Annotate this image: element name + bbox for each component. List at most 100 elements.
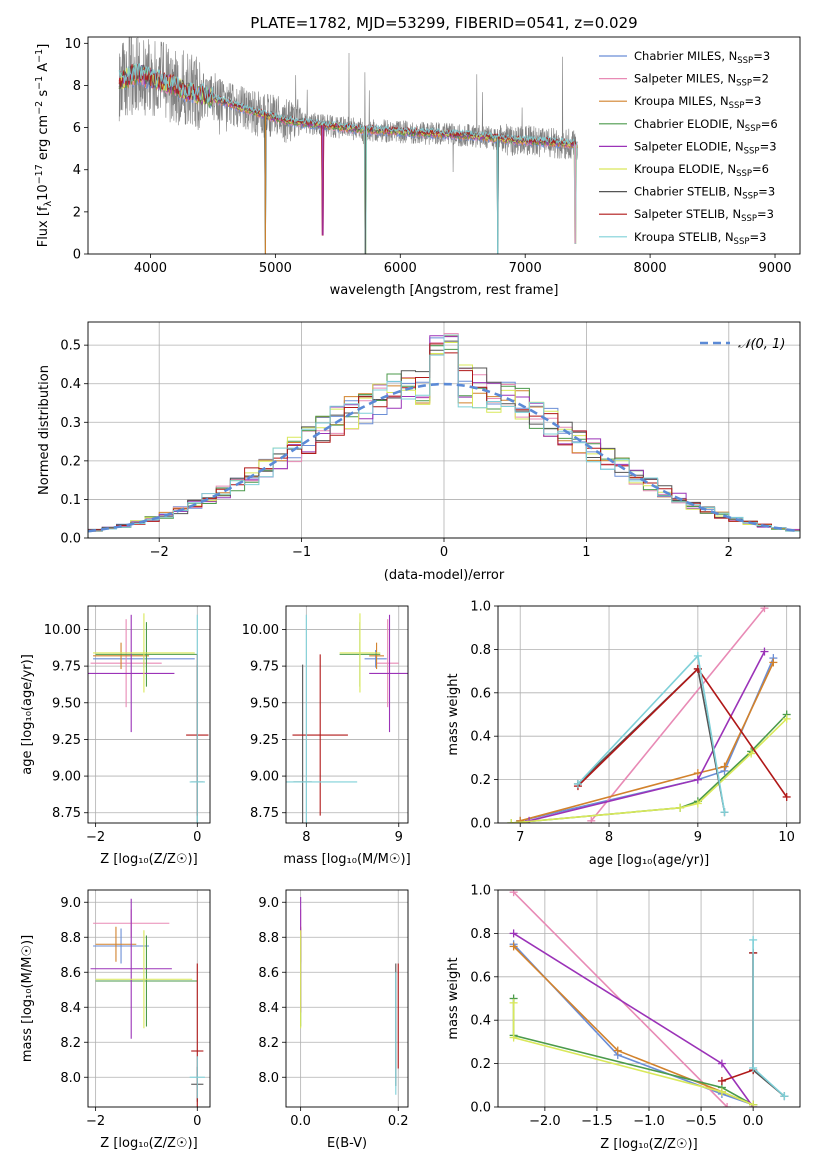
series-salpeter-stelib [573, 664, 791, 801]
tick-label-x: 0 [193, 830, 201, 845]
series-line [752, 952, 785, 1097]
point-marker [782, 792, 791, 801]
tick-label-x: 0 [440, 545, 448, 560]
tick-label-x: −2 [150, 545, 169, 560]
tick-label-y: 0.1 [60, 493, 81, 508]
y-axis-label-part: 10 [36, 184, 51, 201]
legend-sub: SSP [745, 124, 761, 134]
legend-entry: Chabrier ELODIE, NSSP=6 [599, 117, 778, 134]
errorbar-salpeter-miles [90, 619, 162, 708]
y-axis-label-part: s [36, 90, 51, 101]
x-axis-label: wavelength [Angstrom, rest frame] [330, 283, 559, 298]
series-chabrier-stelib [749, 948, 789, 1101]
tick-label-y: 8.0 [60, 1071, 81, 1086]
plot-area-age-vs-Z [88, 613, 209, 823]
legend-nssp: 6 [762, 162, 769, 176]
axes-frame [497, 889, 801, 1108]
axes-frame [285, 605, 409, 824]
tick-label-y: 8.6 [60, 966, 81, 981]
y-axis-label: mass weight [446, 673, 461, 755]
tick-label-y: 0.0 [470, 1101, 491, 1116]
legend-n: N [736, 117, 745, 131]
tick-label-x: 8000 [634, 261, 667, 276]
legend-eq: = [760, 139, 770, 153]
series-line [590, 607, 766, 822]
legend-model-name: Kroupa MILES [634, 94, 713, 108]
legend-model-name: Chabrier MILES [634, 49, 721, 63]
axes-frame [87, 321, 801, 539]
legend-n: N [729, 49, 738, 63]
errorbar-kroupa-elodie [339, 613, 381, 693]
normal-curve [88, 382, 798, 533]
tick-label-y: 8.75 [52, 806, 81, 821]
tick-label-y: 4 [73, 163, 81, 178]
model-spectrum-kroupa-stelib [118, 63, 578, 254]
axes-frame [497, 605, 801, 824]
tick-label-x: 2 [725, 545, 733, 560]
point-marker [509, 929, 518, 938]
series-kroupa-miles [509, 942, 758, 1107]
tick-label-y: 9.25 [52, 733, 81, 748]
tick-label-y: 8.75 [250, 806, 279, 821]
chart-residuals: −2 −1 0 1 2 0.0 0.1 0.2 0.3 0.4 0.5 (data-model)/er… [37, 321, 801, 583]
tick-label-y: 0.4 [470, 730, 491, 745]
legend-n: N [732, 207, 741, 221]
point-marker [717, 1087, 726, 1096]
y-axis-label-part: −1 [34, 76, 45, 90]
point-marker [587, 816, 596, 823]
ticks-mass-vs-EBV: 0.0 0.2 8.0 8.2 8.4 8.6 8.8 9.0 [258, 896, 408, 1129]
point-marker [509, 942, 518, 951]
legend-nssp: 3 [763, 49, 770, 63]
point-marker [720, 762, 729, 771]
y-axis-label-part: −17 [34, 164, 45, 184]
series-salpeter-miles [587, 606, 769, 823]
tick-label-x: 5000 [259, 261, 292, 276]
series-kroupa-elodie [507, 714, 791, 823]
legend-entry: Kroupa MILES, NSSP=3 [599, 94, 761, 111]
legend-nssp: 2 [762, 72, 769, 86]
x-axis-label: E(B-V) [327, 1136, 367, 1151]
legend-entry: Salpeter MILES, NSSP=2 [599, 72, 769, 89]
tick-label-x: 10 [778, 830, 795, 845]
errorbar-kroupa-elodie [93, 613, 195, 693]
legend-model-name: Chabrier ELODIE [634, 117, 729, 131]
errorbar-chabrier-elodie [95, 622, 198, 687]
histogram-kroupa-stelib [88, 334, 800, 538]
point-marker [717, 1076, 726, 1085]
tick-label-x: 1 [582, 545, 590, 560]
tick-label-x: 9 [395, 830, 403, 845]
legend-nssp: 3 [754, 94, 761, 108]
y-axis-label-part: A [36, 63, 51, 76]
legend-entry: Chabrier STELIB, NSSP=3 [599, 185, 775, 202]
errorbar-kroupa-miles [93, 642, 149, 670]
legend-sub: SSP [741, 214, 757, 224]
tick-label-y: 1.0 [470, 884, 491, 899]
point-marker [769, 658, 778, 667]
legend: 𝒩(0, 1) [700, 337, 785, 352]
plot-area-residuals [88, 333, 800, 538]
legend-sub: SSP [736, 169, 752, 179]
axes-frame [285, 889, 409, 1108]
point-marker [720, 808, 729, 817]
grid-mass-vs-EBV [286, 890, 408, 1107]
tick-label-y: 0 [73, 248, 81, 263]
point-marker [760, 647, 769, 656]
series-line [721, 952, 754, 1082]
series-line [511, 718, 788, 823]
tick-label-y: 9.00 [250, 770, 279, 785]
tick-label-x: 7000 [509, 261, 542, 276]
legend-n: N [725, 230, 734, 244]
point-marker [760, 606, 769, 613]
errorbar-salpeter-stelib [292, 654, 348, 816]
chart-title: PLATE=1782, MJD=53299, FIBERID=0541, z=0… [250, 14, 637, 32]
tick-label-y: 8.8 [60, 931, 81, 946]
point-marker [676, 803, 685, 812]
model-spectrum-chabrier-stelib [118, 63, 578, 254]
plot-area-weight-vs-age [507, 606, 791, 823]
errorbar-kroupa-stelib [286, 614, 358, 823]
series-line [513, 943, 754, 1106]
legend-n: N [727, 162, 736, 176]
legend-sub: SSP [729, 101, 745, 111]
legend-entry: Kroupa ELODIE, NSSP=6 [599, 162, 769, 179]
